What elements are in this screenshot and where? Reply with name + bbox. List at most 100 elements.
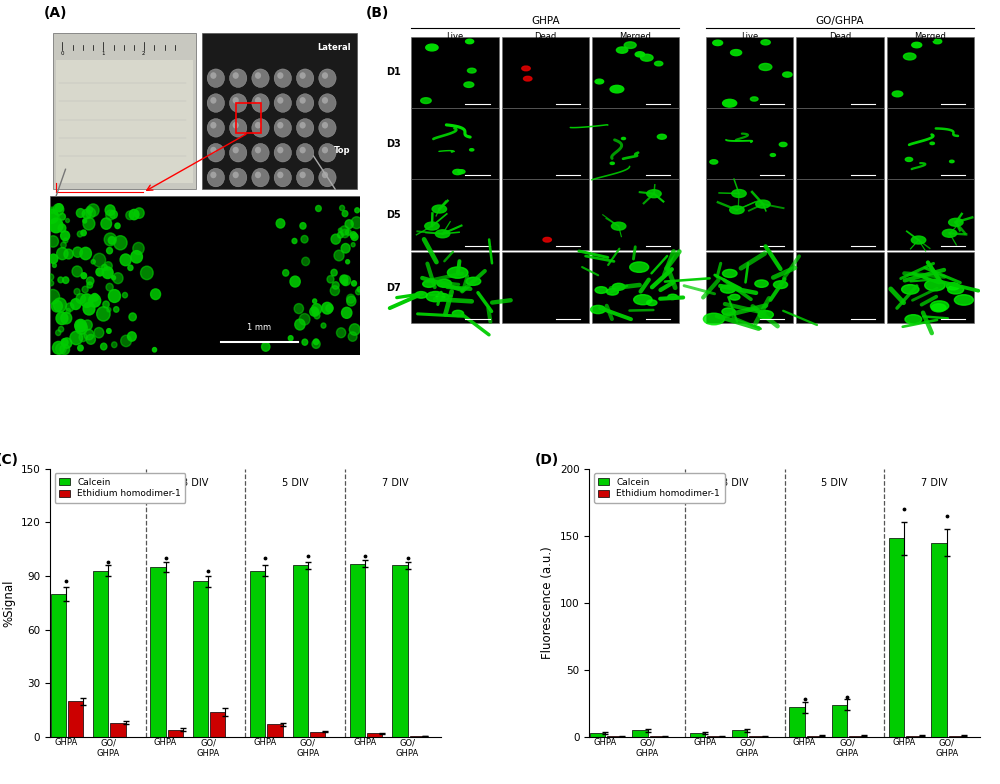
- Circle shape: [351, 242, 355, 247]
- Circle shape: [607, 289, 618, 295]
- Bar: [706, 180, 793, 250]
- Circle shape: [129, 209, 139, 220]
- Circle shape: [524, 76, 532, 81]
- Circle shape: [611, 222, 626, 230]
- Text: 1 DIV: 1 DIV: [622, 478, 648, 488]
- Circle shape: [76, 293, 85, 303]
- Circle shape: [66, 303, 74, 311]
- Text: Merged: Merged: [914, 32, 946, 41]
- Bar: [410, 736, 425, 737]
- Circle shape: [76, 321, 87, 334]
- Circle shape: [152, 347, 157, 352]
- Circle shape: [131, 251, 142, 263]
- Circle shape: [233, 122, 239, 129]
- Legend: Calcein, Ethidium homodimer-1: Calcein, Ethidium homodimer-1: [594, 474, 725, 503]
- Circle shape: [902, 285, 919, 294]
- Text: Top: Top: [334, 146, 351, 155]
- Circle shape: [436, 293, 449, 300]
- Circle shape: [288, 336, 293, 341]
- Circle shape: [106, 210, 115, 220]
- Circle shape: [322, 147, 328, 154]
- Circle shape: [59, 213, 65, 220]
- Circle shape: [63, 277, 69, 284]
- Circle shape: [274, 143, 291, 162]
- Circle shape: [347, 296, 356, 306]
- Circle shape: [73, 247, 82, 257]
- Circle shape: [338, 228, 342, 232]
- Bar: [68, 701, 83, 737]
- Circle shape: [80, 294, 93, 307]
- Circle shape: [207, 69, 225, 88]
- Circle shape: [283, 270, 289, 276]
- Circle shape: [331, 234, 340, 244]
- Circle shape: [84, 329, 94, 340]
- Bar: [931, 543, 947, 737]
- Text: 1 mm: 1 mm: [247, 323, 271, 332]
- Circle shape: [930, 142, 934, 144]
- Circle shape: [58, 277, 63, 283]
- Circle shape: [76, 320, 84, 328]
- Circle shape: [319, 69, 336, 88]
- Circle shape: [621, 137, 626, 140]
- Circle shape: [322, 122, 328, 129]
- Circle shape: [210, 97, 216, 103]
- Circle shape: [274, 94, 291, 112]
- Circle shape: [101, 218, 112, 229]
- Circle shape: [207, 169, 225, 187]
- Circle shape: [128, 265, 133, 270]
- Circle shape: [113, 273, 123, 284]
- Circle shape: [81, 273, 87, 278]
- Circle shape: [93, 253, 106, 267]
- Circle shape: [252, 143, 269, 162]
- Circle shape: [703, 313, 724, 325]
- Bar: [796, 108, 884, 180]
- Circle shape: [61, 231, 70, 241]
- Circle shape: [447, 267, 468, 278]
- Circle shape: [355, 208, 359, 212]
- Circle shape: [122, 292, 128, 298]
- Circle shape: [357, 287, 362, 292]
- Circle shape: [252, 69, 269, 88]
- Circle shape: [110, 210, 117, 219]
- Circle shape: [71, 299, 81, 310]
- Text: GO/GHPA: GO/GHPA: [816, 16, 864, 26]
- Circle shape: [108, 237, 115, 244]
- Circle shape: [300, 72, 306, 79]
- Bar: [789, 707, 805, 737]
- Circle shape: [66, 308, 71, 314]
- Circle shape: [332, 281, 339, 289]
- Text: (D): (D): [535, 452, 559, 466]
- Circle shape: [657, 134, 666, 140]
- Bar: [592, 108, 679, 180]
- Circle shape: [61, 339, 68, 346]
- Circle shape: [207, 118, 225, 137]
- Text: Dead: Dead: [829, 32, 851, 41]
- Circle shape: [302, 339, 308, 345]
- Circle shape: [301, 235, 308, 243]
- Bar: [706, 252, 793, 323]
- Circle shape: [341, 244, 350, 253]
- Circle shape: [322, 97, 328, 103]
- Circle shape: [756, 200, 770, 208]
- Circle shape: [931, 303, 946, 312]
- Circle shape: [91, 260, 95, 264]
- Circle shape: [229, 169, 247, 187]
- Circle shape: [336, 328, 346, 338]
- Circle shape: [350, 232, 357, 238]
- Circle shape: [233, 147, 239, 154]
- Circle shape: [759, 64, 772, 71]
- Circle shape: [86, 206, 93, 213]
- Text: 1: 1: [101, 51, 104, 56]
- Circle shape: [89, 294, 101, 307]
- Circle shape: [729, 294, 740, 300]
- Circle shape: [319, 94, 336, 112]
- Bar: [502, 252, 589, 323]
- Circle shape: [300, 172, 306, 178]
- Bar: [590, 733, 605, 737]
- Circle shape: [233, 97, 239, 103]
- Bar: [411, 180, 499, 250]
- Circle shape: [313, 299, 317, 303]
- Circle shape: [62, 338, 72, 348]
- Circle shape: [933, 39, 942, 44]
- Circle shape: [276, 219, 285, 228]
